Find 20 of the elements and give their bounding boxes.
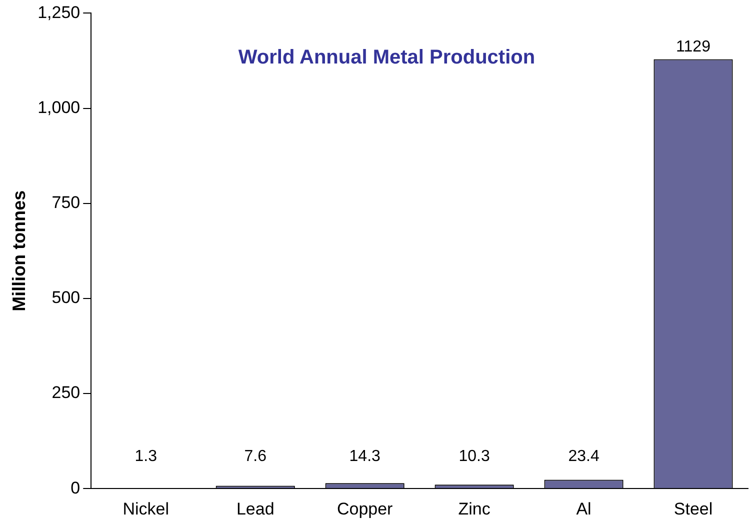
text: World Annual Metal Production [238,46,536,69]
y-tick-label: 1,000 [38,98,80,117]
data-label: 7.6 [244,448,267,466]
data-label: 1129 [676,38,711,56]
y-tick-label: 750 [52,193,80,212]
y-axis-title: Million tonnes [8,190,29,312]
x-tick-label: Lead [236,499,274,518]
y-tick-label: 1,250 [38,2,80,22]
x-tick-label: Al [576,499,592,518]
data-label: 1.3 [134,448,158,466]
x-tick-label: Copper [336,499,394,518]
x-tick-label: Zinc [458,499,491,518]
x-tick-label: Steel [674,499,713,518]
y-tick-label: 500 [52,288,80,308]
data-label: 10.3 [458,448,490,466]
y-tick-label: 250 [52,383,80,402]
data-label: 23.4 [568,448,600,466]
x-tick-label: Nickel [122,499,170,518]
data-label: 14.3 [349,448,381,466]
y-tick-label: 0 [70,478,80,498]
